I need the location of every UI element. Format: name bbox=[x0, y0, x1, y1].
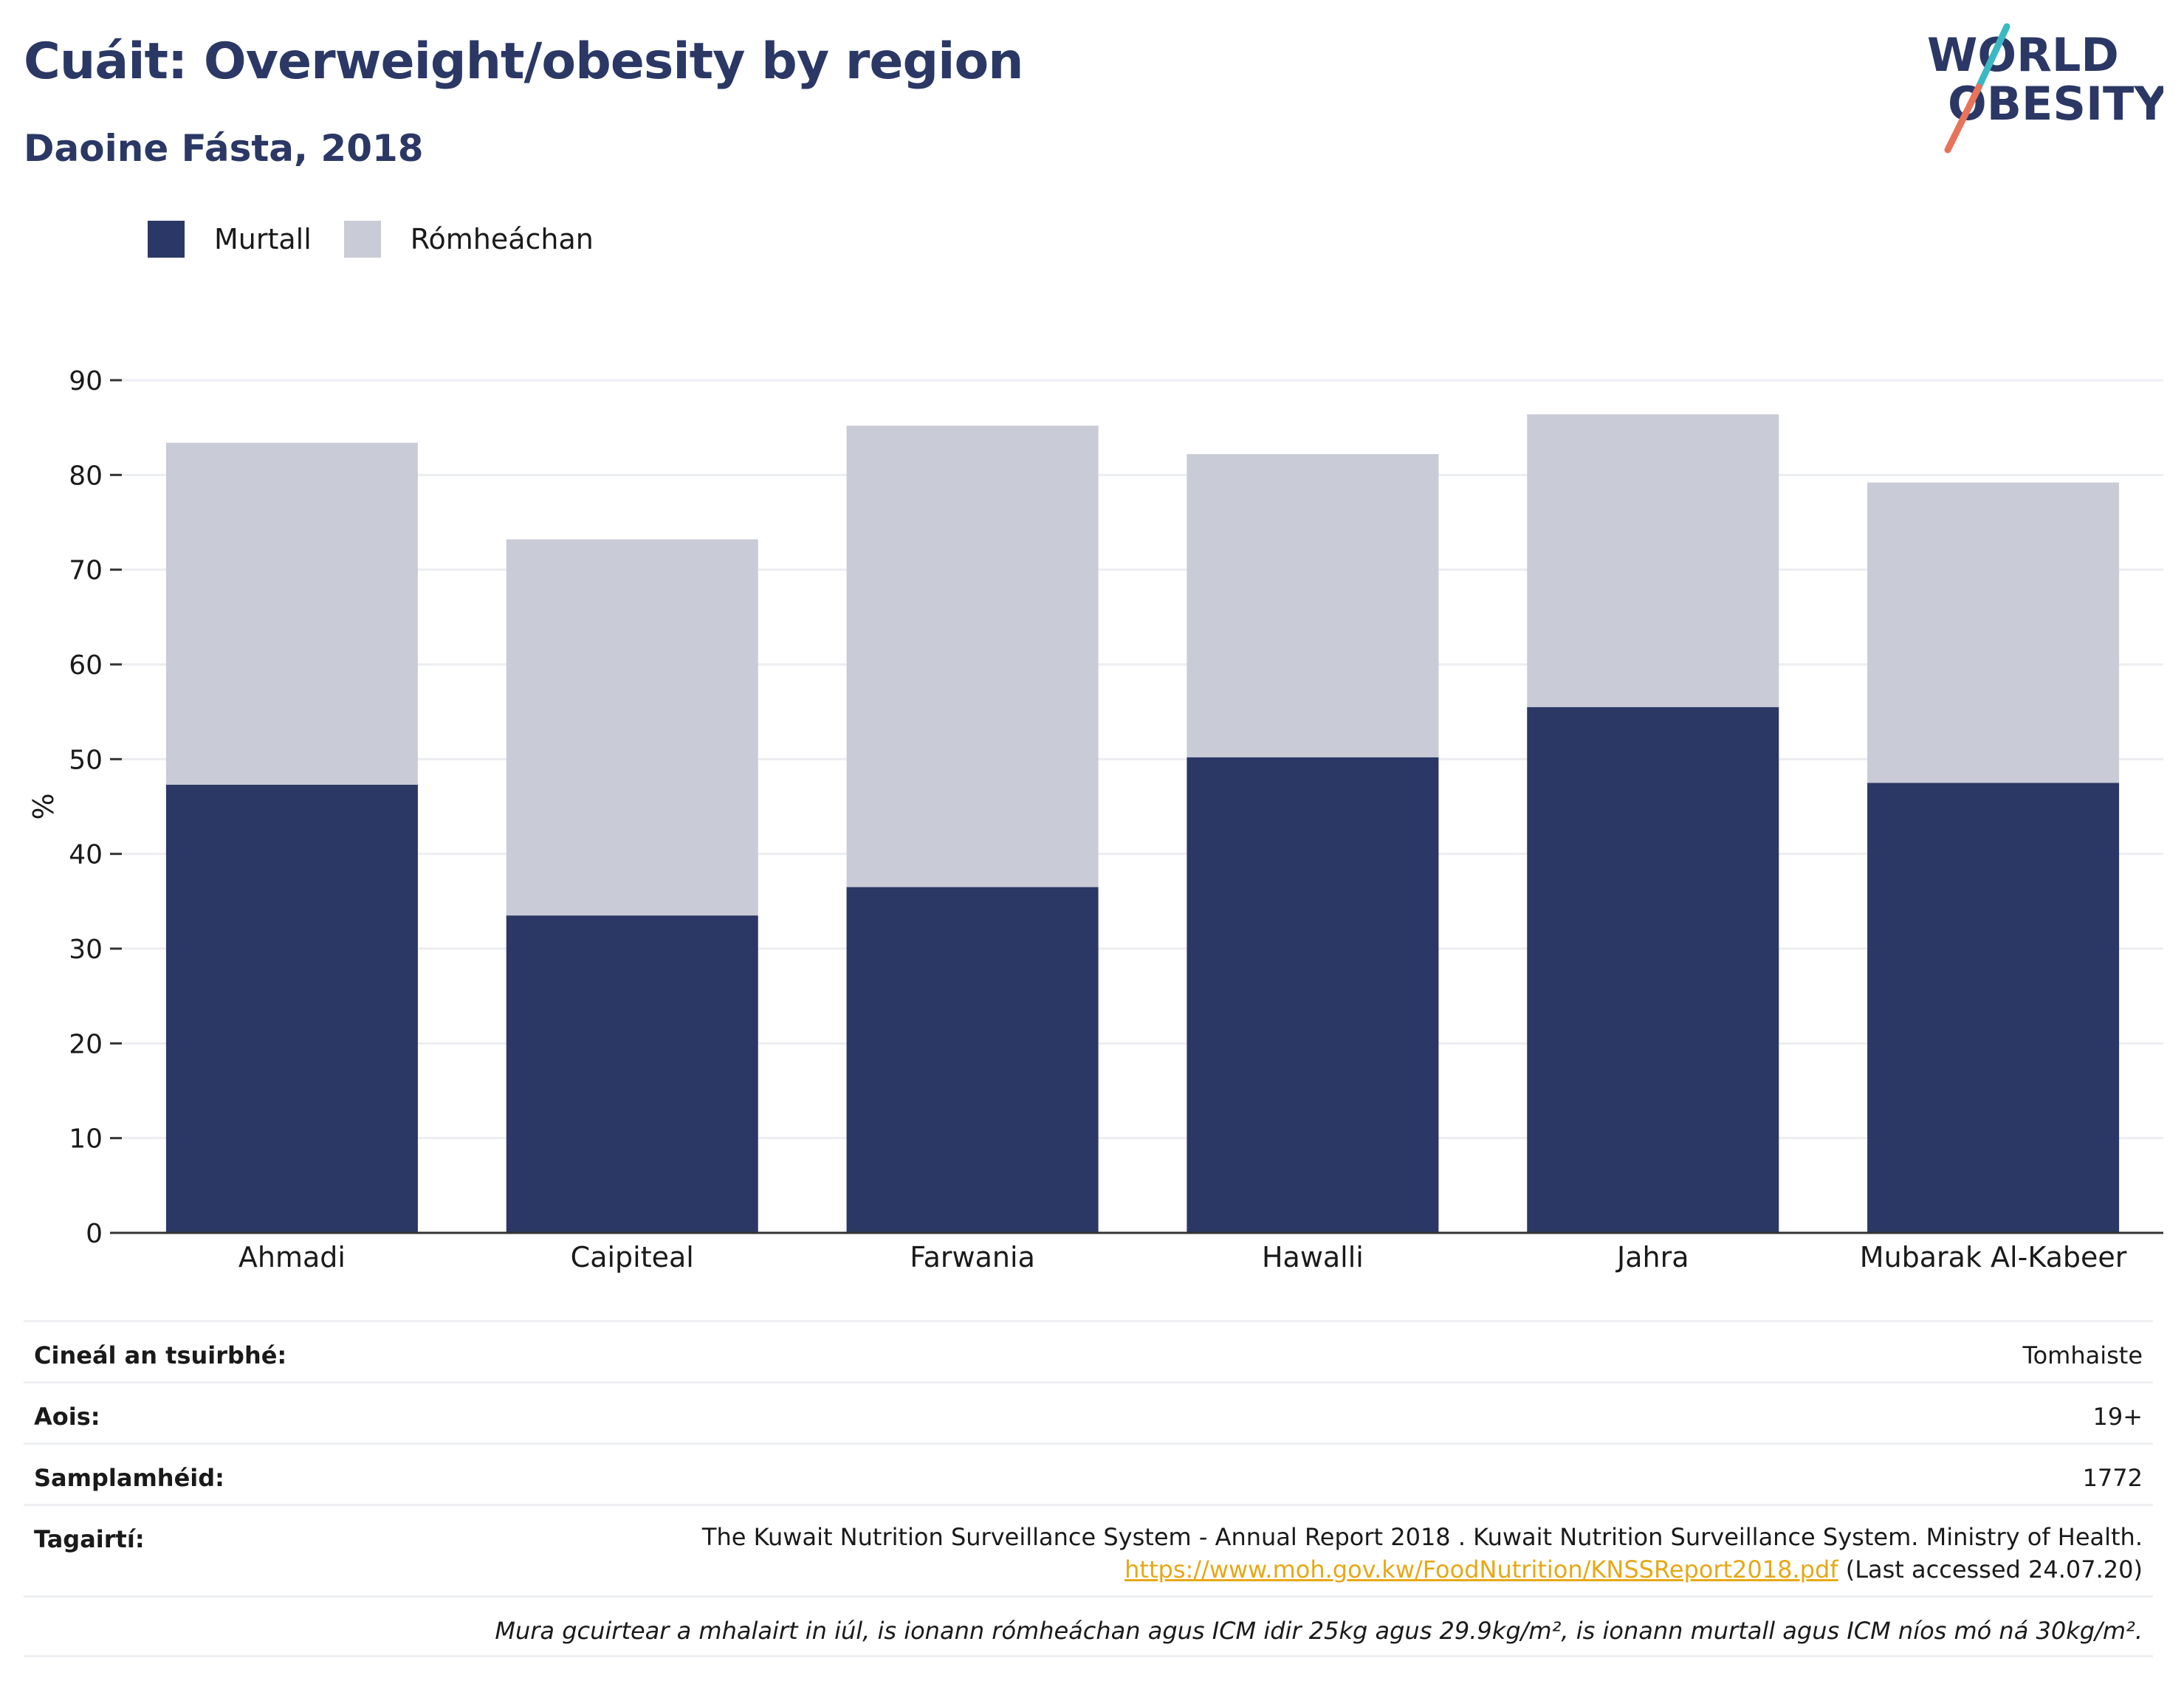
y-tick-label: 40 bbox=[69, 840, 103, 870]
chart-legend: Murtall Rómheáchan bbox=[148, 219, 626, 260]
survey-info-table: Cineál an tsuirbhé: Tomhaiste Aois: 19+ … bbox=[24, 1320, 2153, 1657]
y-tick-label: 10 bbox=[69, 1124, 103, 1155]
bar-overweight bbox=[846, 425, 1099, 887]
y-tick-label: 90 bbox=[69, 366, 103, 396]
y-tick-label: 0 bbox=[86, 1219, 103, 1249]
survey-type-label: Cineál an tsuirbhé: bbox=[34, 1341, 287, 1369]
x-tick-label: Jahra bbox=[1615, 1241, 1689, 1273]
age-value: 19+ bbox=[2092, 1403, 2143, 1431]
legend-item-obesity: Murtall bbox=[148, 221, 312, 258]
world-obesity-logo: WORLD OBESITY bbox=[1927, 23, 2163, 154]
legend-label-obesity: Murtall bbox=[214, 223, 312, 255]
info-row-survey-type: Cineál an tsuirbhé: Tomhaiste bbox=[24, 1320, 2153, 1381]
sample-size-label: Samplamhéid: bbox=[34, 1464, 224, 1492]
bar-obesity bbox=[1867, 783, 2120, 1233]
bar-obesity bbox=[846, 887, 1099, 1233]
stacked-bar-chart: 0 10 20 30 40 50 60 70 80 90% Ahmadi Caipiteal Farwa… bbox=[27, 366, 2163, 1273]
info-row-references: Tagairtí: The Kuwait Nutrition Surveilla… bbox=[24, 1504, 2153, 1595]
x-tick-label: Ahmadi bbox=[238, 1241, 346, 1273]
bar-overweight bbox=[1187, 454, 1439, 757]
age-label: Aois: bbox=[34, 1403, 100, 1431]
y-tick-label: 80 bbox=[69, 461, 103, 491]
references-label: Tagairtí: bbox=[34, 1525, 145, 1553]
logo-line1: WORLD bbox=[1927, 28, 2119, 82]
definition-note: Mura gcuirtear a mhalairt in iúl, is ion… bbox=[495, 1617, 2143, 1645]
bar-obesity bbox=[1527, 706, 1779, 1233]
info-row-sample-size: Samplamhéid: 1772 bbox=[24, 1443, 2153, 1504]
y-axis-label: % bbox=[27, 793, 60, 819]
bar-overweight bbox=[165, 442, 418, 785]
bar-overweight bbox=[506, 539, 758, 916]
bar-overweight bbox=[1527, 414, 1779, 707]
bar-overweight bbox=[1867, 482, 2120, 783]
x-tick-label: Farwania bbox=[910, 1241, 1035, 1273]
y-tick-label: 70 bbox=[69, 556, 103, 586]
reference-accessed: (Last accessed 24.07.20) bbox=[1838, 1555, 2143, 1584]
reference-text: The Kuwait Nutrition Surveillance System… bbox=[701, 1523, 2143, 1551]
bar-obesity bbox=[165, 784, 418, 1233]
chart-title: Cuáit: Overweight/obesity by region bbox=[24, 32, 1024, 91]
legend-label-overweight: Rómheáchan bbox=[410, 223, 594, 255]
references-value: The Kuwait Nutrition Surveillance System… bbox=[702, 1521, 2143, 1586]
logo-line2: OBESITY bbox=[1948, 77, 2163, 131]
bar-obesity bbox=[506, 915, 758, 1233]
y-tick-label: 50 bbox=[69, 745, 103, 775]
x-tick-label: Caipiteal bbox=[571, 1241, 694, 1273]
y-tick-label: 60 bbox=[69, 650, 103, 681]
y-tick-label: 20 bbox=[69, 1029, 103, 1059]
logo-slash-teal bbox=[1975, 23, 2010, 91]
x-tick-label: Mubarak Al-Kabeer bbox=[1860, 1241, 2127, 1273]
chart-subtitle: Daoine Fásta, 2018 bbox=[24, 127, 424, 170]
info-row-age: Aois: 19+ bbox=[24, 1381, 2153, 1443]
legend-item-overweight: Rómheáchan bbox=[343, 221, 594, 258]
y-tick-label: 30 bbox=[69, 935, 103, 965]
bar-obesity bbox=[1187, 757, 1439, 1233]
sample-size-value: 1772 bbox=[2082, 1464, 2143, 1492]
logo-slash-coral bbox=[1944, 83, 1982, 154]
survey-type-value: Tomhaiste bbox=[2022, 1341, 2143, 1369]
x-tick-label: Hawalli bbox=[1262, 1241, 1364, 1273]
legend-swatch-obesity bbox=[148, 221, 185, 258]
legend-swatch-overweight bbox=[343, 221, 381, 258]
reference-link[interactable]: https://www.moh.gov.kw/FoodNutrition/KNS… bbox=[1124, 1555, 1838, 1584]
info-row-note: Mura gcuirtear a mhalairt in iúl, is ion… bbox=[24, 1595, 2153, 1657]
